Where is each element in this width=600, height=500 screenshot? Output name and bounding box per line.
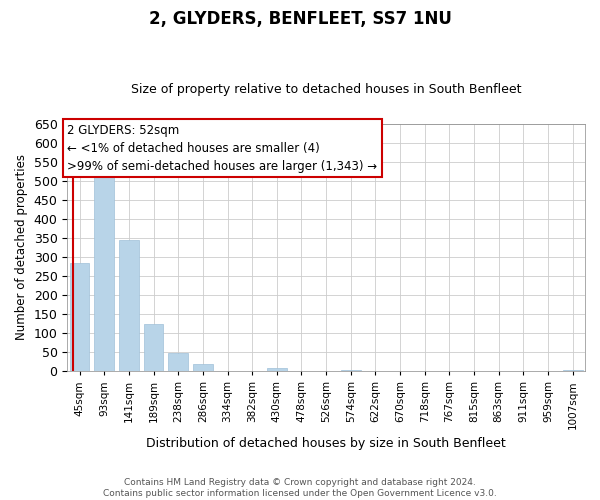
Bar — [70, 262, 89, 371]
Bar — [563, 370, 583, 371]
X-axis label: Distribution of detached houses by size in South Benfleet: Distribution of detached houses by size … — [146, 437, 506, 450]
Bar — [119, 240, 139, 371]
Bar — [169, 353, 188, 371]
Text: 2, GLYDERS, BENFLEET, SS7 1NU: 2, GLYDERS, BENFLEET, SS7 1NU — [149, 10, 451, 28]
Bar — [267, 368, 287, 371]
Bar — [341, 370, 361, 371]
Y-axis label: Number of detached properties: Number of detached properties — [15, 154, 28, 340]
Bar — [94, 171, 114, 371]
Title: Size of property relative to detached houses in South Benfleet: Size of property relative to detached ho… — [131, 83, 521, 96]
Text: Contains HM Land Registry data © Crown copyright and database right 2024.
Contai: Contains HM Land Registry data © Crown c… — [103, 478, 497, 498]
Bar — [193, 364, 213, 371]
Bar — [144, 324, 163, 371]
Text: 2 GLYDERS: 52sqm
← <1% of detached houses are smaller (4)
>99% of semi-detached : 2 GLYDERS: 52sqm ← <1% of detached house… — [67, 124, 377, 172]
